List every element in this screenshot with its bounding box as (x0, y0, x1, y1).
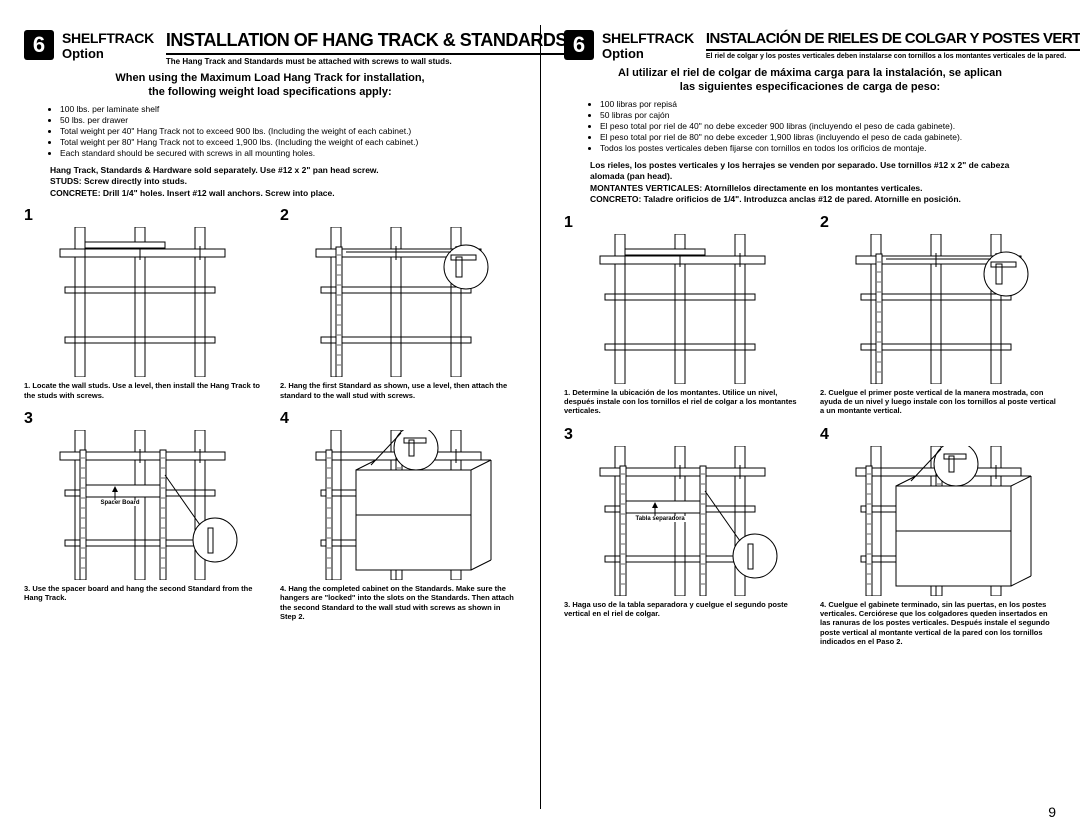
header-row: 6 SHELFTRACK Option INSTALLATION OF HANG… (24, 30, 516, 66)
bullet-item: Each standard should be secured with scr… (60, 148, 516, 159)
install-block: INSTALACIÓN DE RIELES DE COLGAR Y POSTES… (706, 30, 1080, 60)
figure-2 (841, 234, 1036, 384)
install-title: INSTALACIÓN DE RIELES DE COLGAR Y POSTES… (706, 30, 1080, 51)
notes-block: Hang Track, Standards & Hardware sold se… (50, 165, 506, 199)
figure-2 (301, 227, 496, 377)
caption-4: 4. Cuelgue el gabinete terminado, sin la… (820, 600, 1056, 647)
note-line2: STUDS: Screw directly into studs. (50, 176, 506, 187)
shelf-title: SHELFTRACK (602, 30, 694, 46)
note-line1: Hang Track, Standards & Hardware sold se… (50, 165, 506, 176)
shelf-block: SHELFTRACK Option (602, 30, 694, 61)
bullet-list: 100 libras por repisá50 libras por cajón… (590, 99, 1056, 154)
note-line3: CONCRETE: Drill 1/4" holes. Insert #12 w… (50, 188, 506, 199)
steps-grid: 1 1. Locate the wall studs. Use a level,… (24, 207, 516, 621)
figure-3: Tabla separadora (585, 446, 780, 596)
step-num: 2 (280, 207, 516, 225)
note-line1: Los rieles, los postes verticales y los … (590, 160, 1046, 183)
install-sub: The Hang Track and Standards must be att… (166, 57, 567, 66)
bullet-item: Total weight per 40" Hang Track not to e… (60, 126, 516, 137)
step-4: 4 4. Cuelgue el gabinete terminado, sin … (820, 426, 1056, 647)
step-num: 3 (564, 426, 800, 444)
page-number: 9 (1048, 804, 1056, 820)
step-2: 2 2. Cuelgue el primer poste vertical de… (820, 214, 1056, 416)
shelf-sub: Option (602, 46, 694, 61)
caption-2: 2. Cuelgue el primer poste vertical de l… (820, 388, 1056, 416)
figure-4 (301, 430, 496, 580)
step-4: 4 4. Hang the completed cabinet on the S… (280, 410, 516, 622)
shelf-block: SHELFTRACK Option (62, 30, 154, 61)
caption-1: 1. Locate the wall studs. Use a level, t… (24, 381, 260, 400)
step-num: 2 (820, 214, 1056, 232)
bullet-item: El peso total por riel de 80" no debe ex… (600, 132, 1056, 143)
left-panel: 6 SHELFTRACK Option INSTALLATION OF HANG… (0, 0, 540, 834)
step-3: 3 Tabla separadora 3. Haga uso de la tab… (564, 426, 800, 647)
intro-line2: the following weight load specifications… (148, 86, 391, 98)
bullet-item: Todos los postes verticales deben fijars… (600, 143, 1056, 154)
install-title: INSTALLATION OF HANG TRACK & STANDARDS (166, 30, 567, 55)
figure-3: Spacer Board (45, 430, 240, 580)
intro-line1: Al utilizar el riel de colgar de máxima … (618, 67, 1002, 79)
note-line3: CONCRETO: Taladre orificios de 1/4". Int… (590, 194, 1046, 205)
step-num: 4 (820, 426, 1056, 444)
step-badge: 6 (564, 30, 594, 60)
figure-4 (841, 446, 1036, 596)
spacer-label: Spacer Board (100, 500, 141, 506)
spacer-label: Tabla separadora (635, 516, 686, 522)
caption-1: 1. Determine la ubicación de los montant… (564, 388, 800, 416)
intro-line1: When using the Maximum Load Hang Track f… (115, 72, 424, 84)
right-panel: 6 SHELFTRACK Option INSTALACIÓN DE RIELE… (540, 0, 1080, 834)
shelf-title: SHELFTRACK (62, 30, 154, 46)
intro-text: Al utilizar el riel de colgar de máxima … (564, 67, 1056, 95)
step-badge: 6 (24, 30, 54, 60)
intro-text: When using the Maximum Load Hang Track f… (24, 72, 516, 100)
bullet-list: 100 lbs. per laminate shelf50 lbs. per d… (50, 104, 516, 159)
install-block: INSTALLATION OF HANG TRACK & STANDARDS T… (166, 30, 567, 66)
shelf-sub: Option (62, 46, 154, 61)
step-num: 1 (564, 214, 800, 232)
note-line2: MONTANTES VERTICALES: Atorníllelos direc… (590, 183, 1046, 194)
step-3: 3 Spacer Board 3. Use the spacer board a… (24, 410, 260, 622)
intro-line2: las siguientes especificaciones de carga… (680, 81, 940, 93)
bullet-item: 100 libras por repisá (600, 99, 1056, 110)
caption-4: 4. Hang the completed cabinet on the Sta… (280, 584, 516, 622)
step-1: 1 1. Determine la ubicación de los monta… (564, 214, 800, 416)
step-num: 1 (24, 207, 260, 225)
caption-3: 3. Haga uso de la tabla separadora y cue… (564, 600, 800, 619)
bullet-item: El peso total por riel de 40" no debe ex… (600, 121, 1056, 132)
install-sub: El riel de colgar y los postes verticale… (706, 53, 1080, 60)
bullet-item: Total weight per 80" Hang Track not to e… (60, 137, 516, 148)
step-1: 1 1. Locate the wall studs. Use a level,… (24, 207, 260, 400)
figure-1 (585, 234, 780, 384)
caption-3: 3. Use the spacer board and hang the sec… (24, 584, 260, 603)
bullet-item: 50 lbs. per drawer (60, 115, 516, 126)
figure-1 (45, 227, 240, 377)
steps-grid: 1 1. Determine la ubicación de los monta… (564, 214, 1056, 647)
notes-block: Los rieles, los postes verticales y los … (590, 160, 1046, 206)
bullet-item: 100 lbs. per laminate shelf (60, 104, 516, 115)
step-2: 2 2. Hang the first Standard as shown, u… (280, 207, 516, 400)
caption-2: 2. Hang the first Standard as shown, use… (280, 381, 516, 400)
header-row: 6 SHELFTRACK Option INSTALACIÓN DE RIELE… (564, 30, 1056, 61)
step-num: 3 (24, 410, 260, 428)
bullet-item: 50 libras por cajón (600, 110, 1056, 121)
step-num: 4 (280, 410, 516, 428)
